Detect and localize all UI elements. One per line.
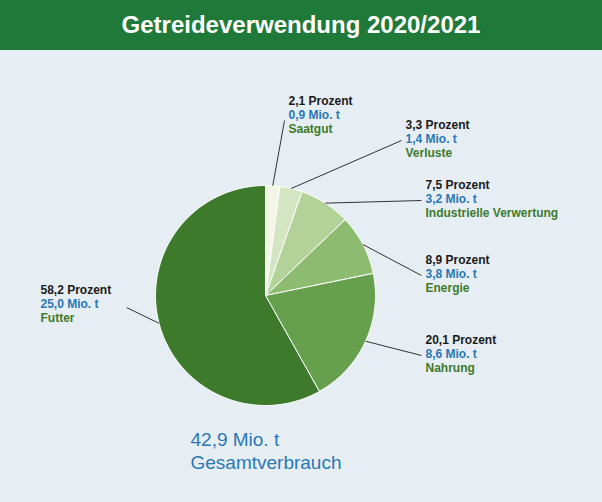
svg-text:Futter: Futter <box>41 311 75 325</box>
svg-text:8,6 Mio. t: 8,6 Mio. t <box>426 347 477 361</box>
svg-text:3,2 Mio. t: 3,2 Mio. t <box>426 192 477 206</box>
svg-text:3,8 Mio. t: 3,8 Mio. t <box>426 267 477 281</box>
svg-text:7,5 Prozent: 7,5 Prozent <box>426 178 490 192</box>
svg-text:Verluste: Verluste <box>406 146 453 160</box>
svg-text:1,4 Mio. t: 1,4 Mio. t <box>406 132 457 146</box>
svg-text:Industrielle Verwertung: Industrielle Verwertung <box>426 206 559 220</box>
svg-text:25,0 Mio. t: 25,0 Mio. t <box>41 297 99 311</box>
svg-text:0,9 Mio. t: 0,9 Mio. t <box>289 108 340 122</box>
svg-text:Nahrung: Nahrung <box>426 361 475 375</box>
html-text:Getreideverwendung 2020/2021: Getreideverwendung 2020/2021 <box>121 11 481 38</box>
svg-text:58,2 Prozent: 58,2 Prozent <box>41 283 112 297</box>
svg-text:42,9 Mio. t: 42,9 Mio. t <box>191 429 280 450</box>
svg-text:8,9 Prozent: 8,9 Prozent <box>426 253 490 267</box>
svg-text:Saatgut: Saatgut <box>289 122 333 136</box>
svg-text:Gesamtverbrauch: Gesamtverbrauch <box>191 452 342 473</box>
svg-text:2,1 Prozent: 2,1 Prozent <box>289 94 353 108</box>
svg-text:20,1 Prozent: 20,1 Prozent <box>426 333 497 347</box>
svg-text:Energie: Energie <box>426 281 470 295</box>
svg-text:3,3 Prozent: 3,3 Prozent <box>406 118 470 132</box>
